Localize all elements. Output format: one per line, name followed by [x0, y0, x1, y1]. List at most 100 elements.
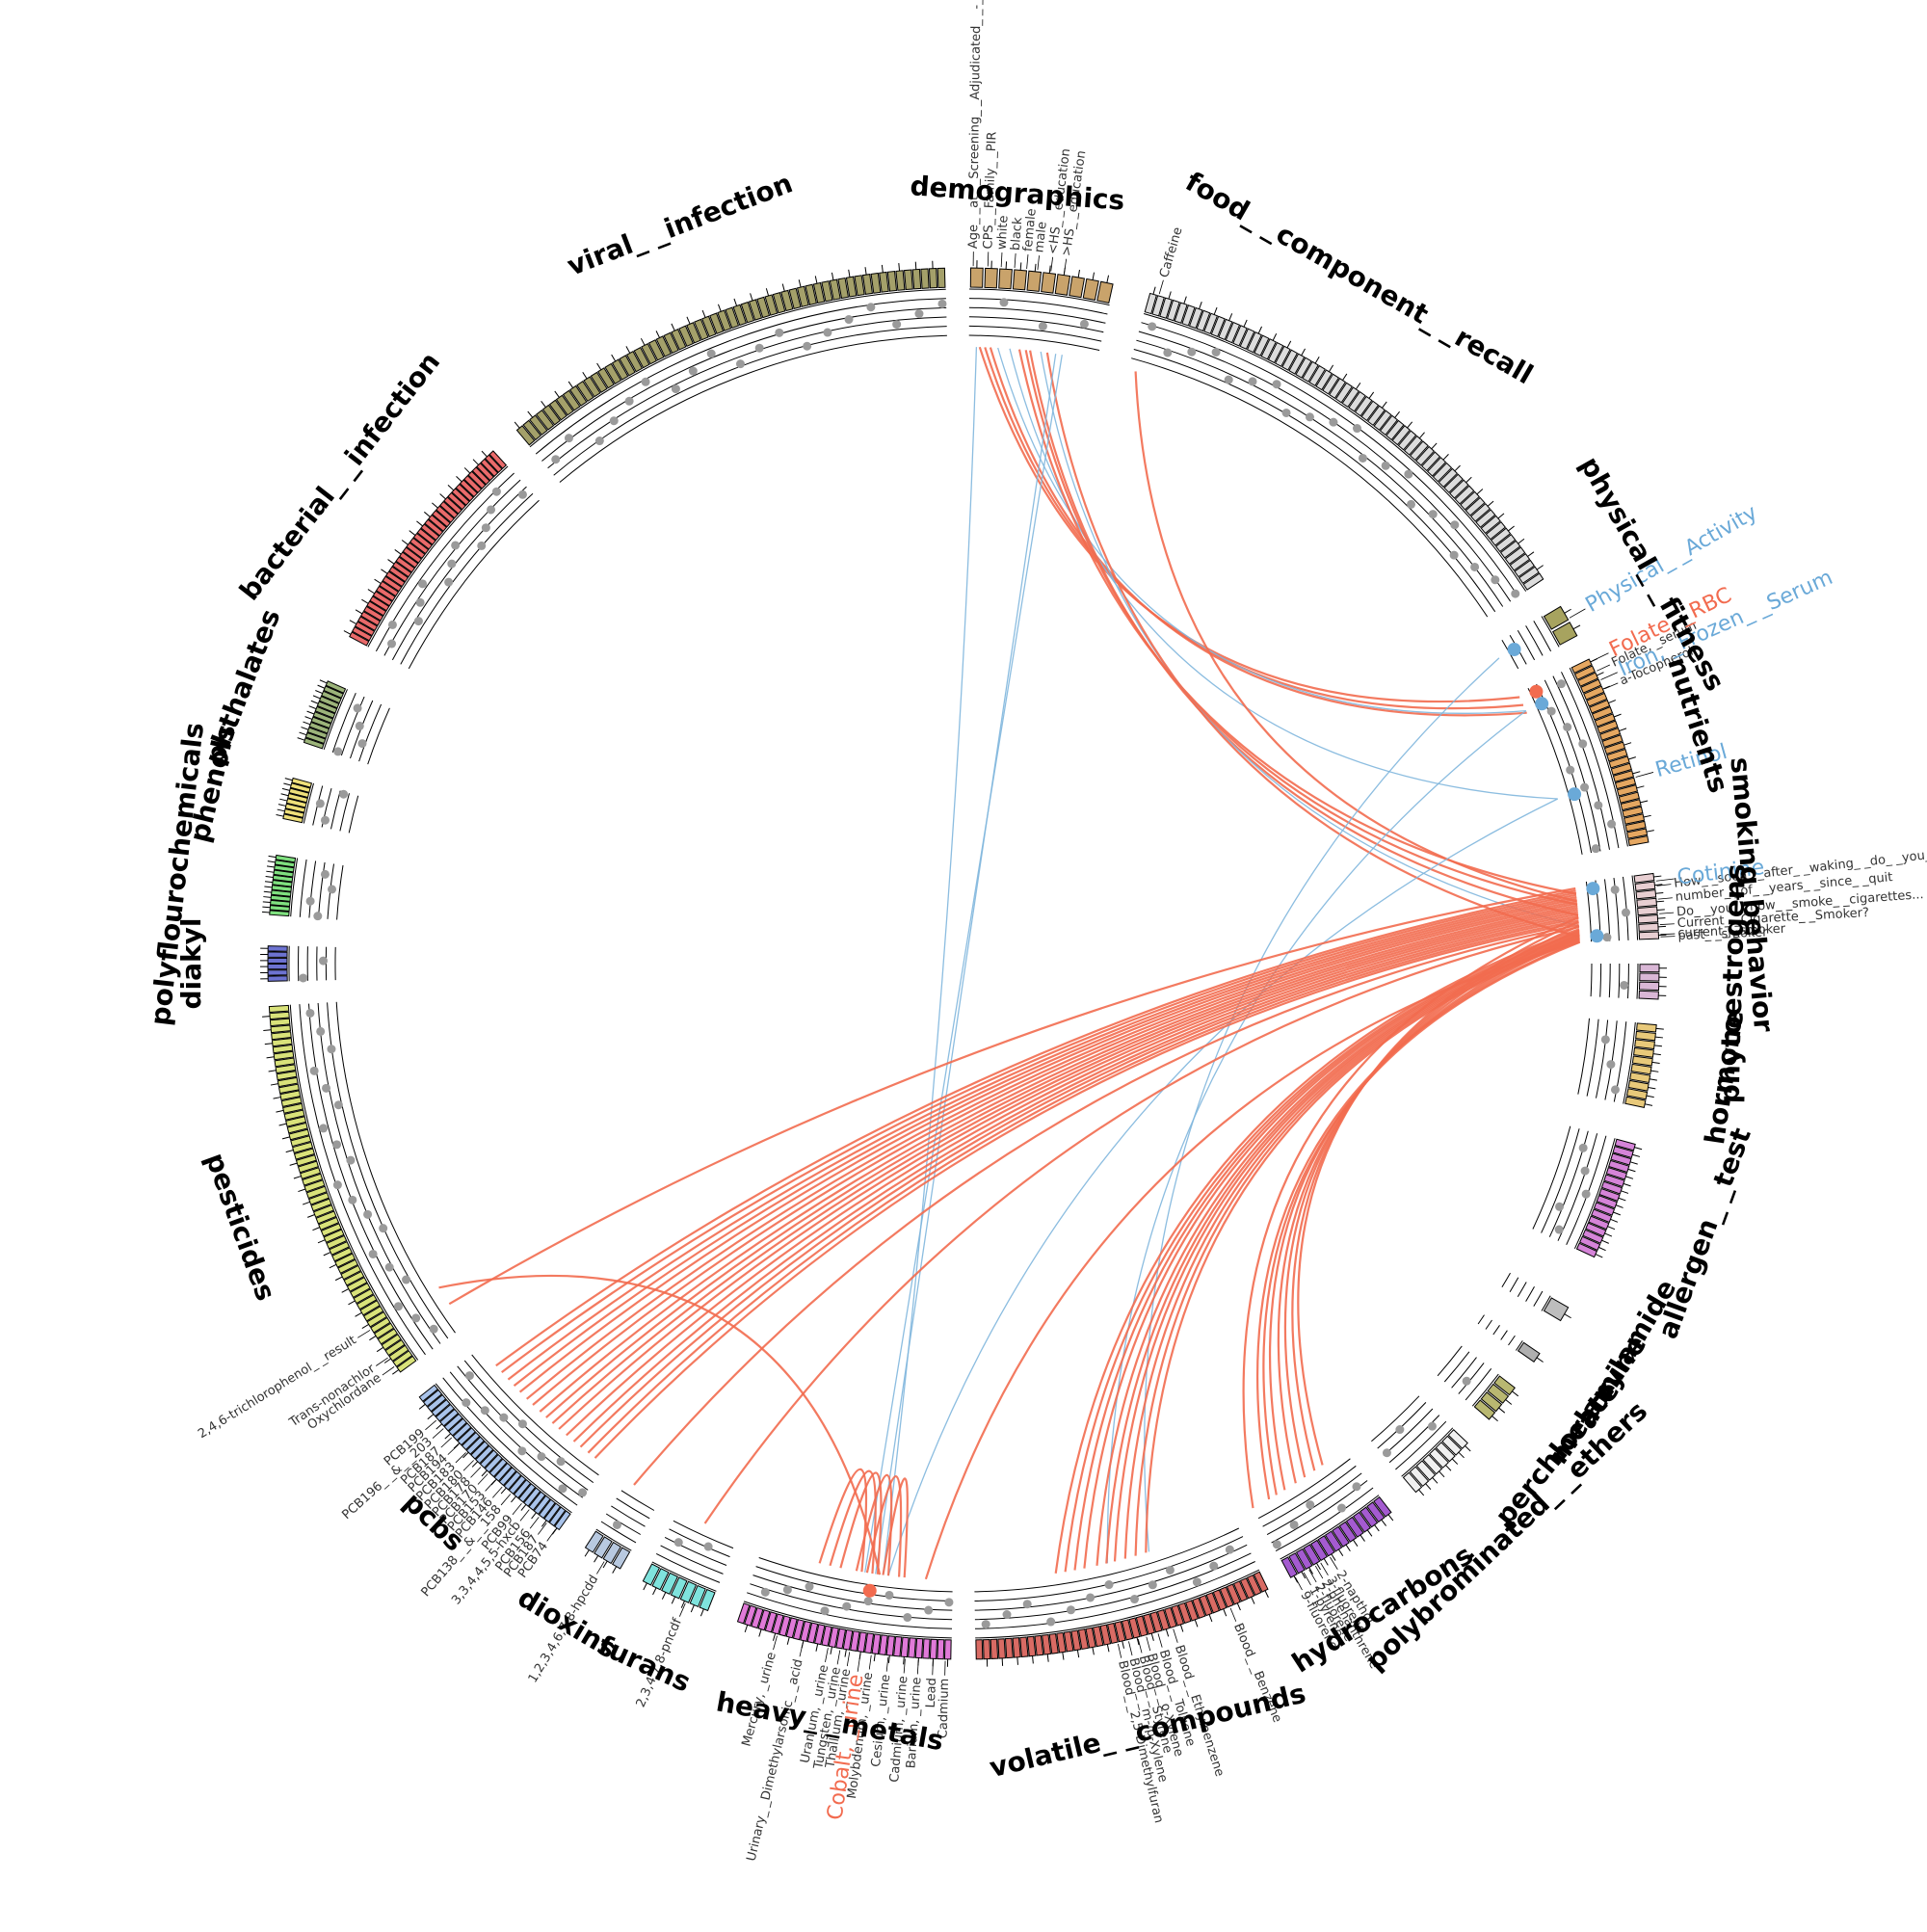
data-dot-phenols: [339, 790, 348, 799]
bar-smoking: [1638, 915, 1657, 923]
data-dot-nutrients: [1592, 844, 1600, 853]
tick-phenols: [277, 814, 284, 816]
tick-nutrients: [1614, 714, 1621, 717]
bar-demographics: [1083, 278, 1098, 300]
tick-pcbs: [552, 1528, 557, 1534]
data-dot-food: [1212, 348, 1221, 357]
bar-pesticides: [270, 1019, 289, 1026]
tick-nutrients: [1637, 786, 1645, 788]
track-line-polybrominated: [1371, 1396, 1419, 1442]
tick-volatile: [1033, 1655, 1034, 1663]
tick-allergen: [1632, 1154, 1640, 1156]
variable-label-58-leader: [425, 1420, 436, 1430]
tick-hormone: [1650, 1079, 1657, 1080]
tick-melamine: [1537, 1358, 1544, 1363]
bar-volatile: [1005, 1638, 1013, 1657]
bar-diakyl: [268, 946, 287, 952]
data-dot-food: [1511, 590, 1519, 598]
tick-dioxins: [594, 1555, 598, 1562]
tick-pesticides: [282, 1137, 290, 1139]
tick-viral: [515, 422, 519, 428]
tick-demographics: [1107, 276, 1109, 283]
variable-label-57-leader: [433, 1429, 443, 1439]
variable-label-3-leader: [1015, 253, 1016, 268]
data-dot-allergen: [1581, 1167, 1590, 1176]
data-dot-pesticides: [385, 1263, 394, 1272]
tick-nutrients: [1647, 831, 1654, 833]
tick-pesticides: [307, 1215, 314, 1218]
data-dot-food: [1407, 500, 1415, 509]
tick-bacterial: [375, 579, 382, 583]
tick-volatile: [1063, 1653, 1064, 1660]
highlight-dot-1: [1529, 685, 1543, 699]
bar-heavy_metals: [894, 1636, 902, 1656]
tick-food: [1169, 291, 1171, 299]
link-25: [540, 906, 1577, 1412]
link-11: [876, 354, 1056, 1574]
bar-viral: [937, 268, 945, 287]
data-dot-pcbs: [462, 1398, 470, 1407]
link-12: [865, 355, 1063, 1573]
tick-viral: [882, 265, 883, 273]
highlight-label-2-leader: [1600, 673, 1617, 680]
tick-food: [1258, 327, 1261, 333]
data-dot-food: [1249, 377, 1257, 385]
highlight-dot-5: [1590, 929, 1603, 942]
data-dot-diakyl: [299, 973, 307, 982]
data-dot-demographics: [1039, 322, 1047, 331]
data-dot-phytoestrogens: [1620, 981, 1628, 990]
bar-volatile: [1013, 1638, 1020, 1657]
data-dot-volatile: [1166, 1566, 1175, 1575]
tick-bacterial: [350, 621, 356, 624]
tick-phthalates: [307, 711, 314, 714]
data-dot-perchlorate: [1463, 1377, 1471, 1386]
bar-volatile: [984, 1639, 990, 1658]
track-line-physical_fitness: [1518, 630, 1534, 660]
data-dot-phthalates: [333, 747, 342, 755]
data-dot-viral: [914, 309, 923, 318]
data-dot-allergen: [1579, 1144, 1588, 1152]
tick-phenols: [285, 779, 293, 781]
data-dot-polyfluoro: [321, 870, 330, 879]
variable-label-39: Urinary_ _Dimethylarsonic_ _acid: [745, 1657, 806, 1863]
tick-allergen: [1621, 1191, 1628, 1194]
data-dot-polyfluoro: [313, 912, 322, 920]
tick-hydrocarbons: [1382, 1520, 1386, 1525]
track-line-nutrients: [1544, 680, 1600, 852]
data-dot-food: [1273, 380, 1281, 388]
bar-demographics: [1097, 281, 1113, 303]
data-dot-viral: [844, 315, 853, 324]
track-line-pesticides: [318, 1003, 440, 1344]
bar-phytoestrogens: [1640, 973, 1659, 981]
bar-smoking: [1637, 898, 1657, 907]
tick-viral: [815, 276, 817, 283]
tick-nutrients: [1597, 673, 1603, 675]
data-dot-pcbs: [538, 1452, 546, 1461]
data-dot-pesticides: [332, 1140, 341, 1149]
data-dot-furans: [674, 1538, 683, 1547]
tick-volatile: [1265, 1591, 1268, 1598]
data-dot-dioxins: [613, 1521, 621, 1529]
track-line-viral: [560, 335, 947, 482]
tick-smoking: [1656, 901, 1664, 902]
tick-demographics: [1078, 270, 1079, 278]
link-23: [527, 901, 1577, 1399]
tick-bacterial: [356, 610, 362, 614]
tick-bacterial: [395, 549, 401, 554]
tick-bacterial: [361, 599, 368, 603]
data-dot-volatile: [1023, 1600, 1032, 1608]
data-dot-viral: [803, 342, 811, 351]
data-dot-nutrients: [1607, 820, 1616, 829]
link-30: [574, 916, 1579, 1442]
tick-pesticides: [349, 1301, 356, 1305]
tick-viral: [702, 310, 705, 317]
link-10: [1047, 353, 1580, 937]
bar-smoking: [1639, 923, 1658, 931]
tick-pesticides: [294, 1177, 302, 1178]
data-dot-nutrients: [1594, 801, 1602, 809]
link-2: [985, 347, 1523, 708]
tick-smoking: [1655, 892, 1663, 893]
data-dot-pcbs: [578, 1488, 587, 1496]
bar-smoking: [1635, 882, 1655, 890]
tick-food: [1214, 307, 1217, 314]
